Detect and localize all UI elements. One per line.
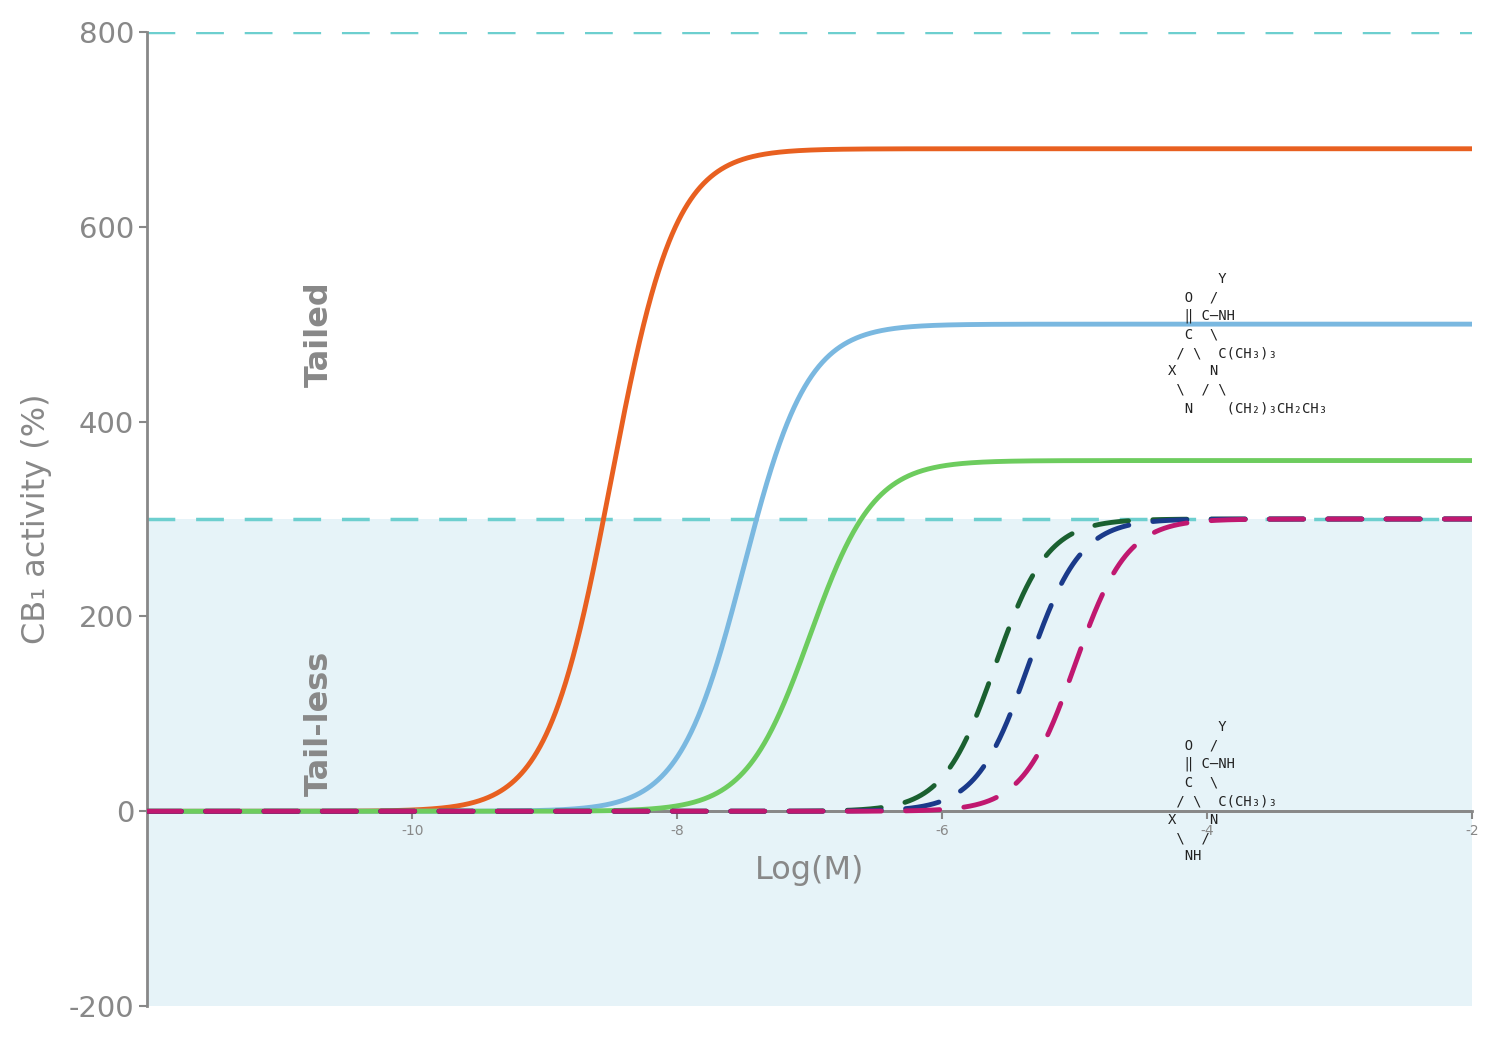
Bar <box>147 519 1473 1006</box>
Text: Tail-less: Tail-less <box>304 651 334 797</box>
Text: Y
  O  /
  ‖ C—NH
  C  \
 / \  C(CH₃)₃
X    N
 \  / \
  N    (CH₂)₃CH₂CH₃: Y O / ‖ C—NH C \ / \ C(CH₃)₃ X N \ / \ N… <box>1167 272 1326 416</box>
Y-axis label: CB₁ activity (%): CB₁ activity (%) <box>21 394 53 644</box>
X-axis label: Log(M): Log(M) <box>754 855 864 886</box>
Text: Tailed: Tailed <box>304 281 334 386</box>
Text: Y
  O  /
  ‖ C—NH
  C  \
 / \  C(CH₃)₃
X    N
 \  /
  NH: Y O / ‖ C—NH C \ / \ C(CH₃)₃ X N \ / NH <box>1167 720 1276 863</box>
